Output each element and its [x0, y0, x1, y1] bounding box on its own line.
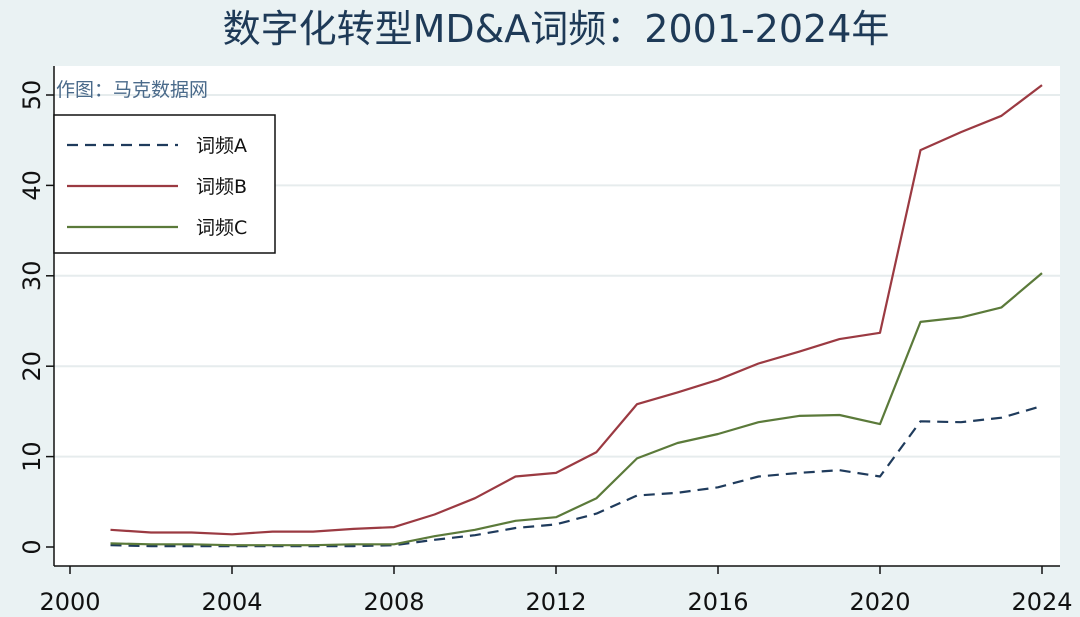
- y-tick-label: 30: [18, 261, 46, 292]
- series-layer: [110, 84, 1043, 548]
- y-tick-label: 10: [18, 441, 46, 472]
- axes: 0 10 20 30 40 50 2000 2004 2008 2012 2016 2020 2024: [18, 66, 1073, 616]
- x-tick-label: 2000: [39, 588, 100, 616]
- y-tick-label: 40: [18, 170, 46, 201]
- legend-box: [53, 114, 276, 254]
- x-tick-label: 2008: [363, 588, 424, 616]
- x-tick-label: 2004: [201, 588, 262, 616]
- x-tick-label: 2012: [525, 588, 586, 616]
- legend-label: 词频C: [196, 217, 247, 239]
- y-tick-label: 50: [18, 80, 46, 111]
- chart-title: 数字化转型MD&A词频：2001-2024年: [223, 7, 890, 51]
- y-tick-label: 20: [18, 351, 46, 382]
- series-line-3: [110, 272, 1043, 547]
- x-tick-label: 2020: [849, 588, 910, 616]
- legend-label: 词频A: [196, 135, 247, 157]
- legend: 词频A 词频B 词频C: [53, 114, 276, 254]
- x-tick-label: 2024: [1011, 588, 1072, 616]
- x-tick-label: 2016: [687, 588, 748, 616]
- y-tick-label: 0: [18, 539, 46, 554]
- series-line-2: [110, 84, 1043, 536]
- legend-label: 词频B: [196, 176, 247, 198]
- watermark: 作图：马克数据网: [56, 79, 208, 101]
